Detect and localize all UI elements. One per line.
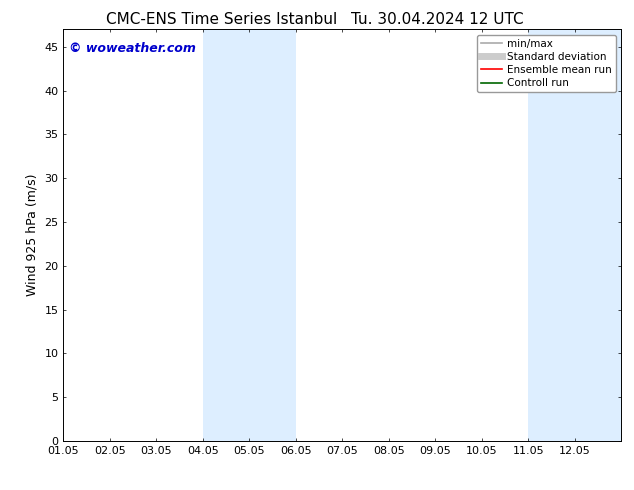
Text: CMC-ENS Time Series Istanbul: CMC-ENS Time Series Istanbul [107, 12, 337, 27]
Bar [528, 29, 621, 441]
Legend: min/max, Standard deviation, Ensemble mean run, Controll run: min/max, Standard deviation, Ensemble me… [477, 35, 616, 92]
Text: Tu. 30.04.2024 12 UTC: Tu. 30.04.2024 12 UTC [351, 12, 524, 27]
Y-axis label: Wind 925 hPa (m/s): Wind 925 hPa (m/s) [26, 174, 39, 296]
Bar [203, 29, 296, 441]
Text: © woweather.com: © woweather.com [69, 42, 196, 55]
